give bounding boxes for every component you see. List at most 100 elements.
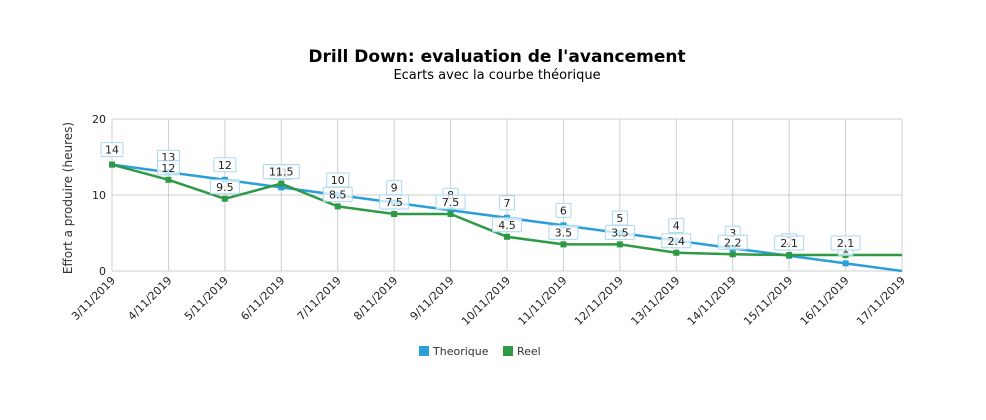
data-label-text: 2.1 xyxy=(837,237,855,250)
chart-title: Drill Down: evaluation de l'avancement xyxy=(308,47,685,67)
data-label-reel: 8.5 xyxy=(322,186,353,202)
data-label-box xyxy=(435,194,466,210)
data-label-box xyxy=(100,142,124,158)
legend-item-theorique[interactable]: Theorique xyxy=(419,345,489,358)
x-tick-label: 3/11/2019 xyxy=(69,274,118,323)
data-label-box xyxy=(499,195,515,211)
data-point-theorique[interactable] xyxy=(278,184,285,191)
legend-item-reel[interactable]: Reel xyxy=(503,345,541,358)
data-label-box xyxy=(717,234,748,250)
x-tick-label: 14/11/2019 xyxy=(685,274,739,328)
legend-swatch xyxy=(503,346,513,356)
data-label-reel: 3.5 xyxy=(548,224,579,240)
data-point-reel[interactable] xyxy=(391,211,398,217)
data-label-box xyxy=(548,224,579,240)
legend-label: Theorique xyxy=(432,345,489,358)
data-point-reel[interactable] xyxy=(447,211,454,217)
data-label-reel: 12 xyxy=(156,160,180,176)
x-tick-label: 7/11/2019 xyxy=(295,274,344,323)
data-label-box xyxy=(668,218,685,234)
data-label-theorique: 12 xyxy=(213,157,237,173)
data-label-text: 3.5 xyxy=(611,226,629,239)
x-tick-label: 16/11/2019 xyxy=(798,274,852,328)
data-point-reel[interactable] xyxy=(165,176,172,183)
data-label-box xyxy=(156,160,180,176)
x-tick-label: 5/11/2019 xyxy=(182,274,231,323)
data-label-text: 7 xyxy=(504,197,511,210)
data-label-box xyxy=(661,233,692,249)
data-label-box xyxy=(774,235,805,251)
data-label-text: 12 xyxy=(218,159,232,172)
data-point-theorique[interactable] xyxy=(842,260,849,267)
legend-swatch xyxy=(419,346,429,356)
data-point-reel[interactable] xyxy=(616,241,623,248)
x-tick-label: 12/11/2019 xyxy=(572,274,626,328)
data-label-text: 4.5 xyxy=(498,219,516,232)
data-label-reel: 11.5 xyxy=(262,164,300,180)
data-label-text: 7.5 xyxy=(442,196,460,209)
data-label-box xyxy=(322,186,353,202)
data-label-reel: 7.5 xyxy=(435,194,466,210)
data-label-reel: 2.1 xyxy=(830,235,861,251)
data-labels: 1413121110987654321129.511.58.57.57.54.5… xyxy=(100,142,861,256)
x-tick-label: 6/11/2019 xyxy=(238,274,287,323)
data-point-theorique[interactable] xyxy=(447,207,454,214)
data-point-reel[interactable] xyxy=(334,203,341,210)
data-label-text: 2.1 xyxy=(780,237,798,250)
data-label-reel: 2.1 xyxy=(774,235,805,251)
data-label-text: 14 xyxy=(105,144,119,157)
data-label-theorique: 5 xyxy=(611,210,628,226)
data-label-text: 9 xyxy=(391,182,398,195)
data-label-theorique: 4 xyxy=(668,218,685,234)
data-label-text: 11.5 xyxy=(269,166,294,179)
data-point-reel[interactable] xyxy=(673,249,680,256)
x-tick-label: 11/11/2019 xyxy=(516,274,570,328)
data-label-text: 5 xyxy=(616,212,623,225)
data-label-text: 8.5 xyxy=(329,188,347,201)
y-tick-label: 20 xyxy=(92,113,106,126)
data-label-box xyxy=(209,179,240,195)
data-label-reel: 3.5 xyxy=(604,224,635,240)
x-tick-label: 15/11/2019 xyxy=(741,274,795,328)
data-label-theorique: 7 xyxy=(499,195,515,211)
x-tick-label: 4/11/2019 xyxy=(125,274,174,323)
axes: 0 10 20 3/11/2019 4/11/2019 5/11/2019 6/11/201… xyxy=(69,113,908,328)
data-point-reel[interactable] xyxy=(504,233,510,240)
data-label-reel: 2.2 xyxy=(717,234,748,250)
data-label-text: 3 xyxy=(729,227,736,240)
data-label-box xyxy=(379,194,410,210)
data-point-reel[interactable] xyxy=(560,241,567,248)
x-tick-label: 17/11/2019 xyxy=(854,274,908,328)
data-label-text: 7.5 xyxy=(385,196,403,209)
data-label-box xyxy=(830,235,861,251)
data-label-box xyxy=(604,224,635,240)
data-label-text: 4 xyxy=(673,220,680,233)
data-label-theorique: 10 xyxy=(326,172,350,188)
data-label-box xyxy=(262,164,300,180)
legend[interactable]: Theorique Reel xyxy=(419,345,541,358)
data-label-text: 10 xyxy=(331,174,345,187)
x-tick-label: 9/11/2019 xyxy=(408,274,457,323)
data-label-reel: 4.5 xyxy=(492,217,522,233)
data-label-box xyxy=(555,202,572,218)
data-label-text: 2.4 xyxy=(668,235,686,248)
data-label-text: 9.5 xyxy=(216,181,234,194)
chart-subtitle: Ecarts avec la courbe théorique xyxy=(393,68,600,83)
series-layer xyxy=(109,161,903,273)
data-point-reel[interactable] xyxy=(221,195,228,202)
data-point-reel[interactable] xyxy=(786,252,793,259)
data-point-reel[interactable] xyxy=(278,180,285,187)
data-point-reel[interactable] xyxy=(729,251,736,258)
y-tick-label: 0 xyxy=(99,265,106,278)
data-label-text: 12 xyxy=(161,162,175,175)
legend-label: Reel xyxy=(517,345,541,358)
data-label-text: 6 xyxy=(560,204,567,217)
data-label-text: 2.2 xyxy=(724,236,742,249)
data-label-text: 3.5 xyxy=(555,226,573,239)
data-label-theorique: 14 xyxy=(100,142,124,158)
data-label-reel: 9.5 xyxy=(209,179,240,195)
y-tick-label: 10 xyxy=(92,189,106,202)
data-label-theorique: 6 xyxy=(555,202,572,218)
data-point-reel[interactable] xyxy=(109,161,115,168)
